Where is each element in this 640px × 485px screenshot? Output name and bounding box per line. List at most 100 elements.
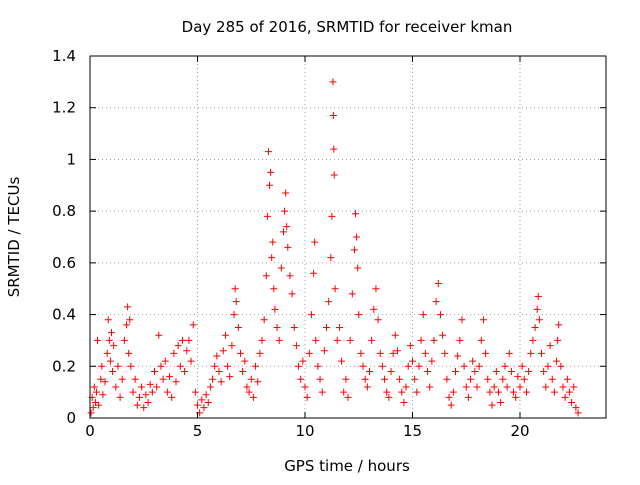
data-point — [352, 210, 360, 218]
data-point — [464, 393, 472, 401]
data-point — [116, 393, 124, 401]
data-point — [249, 393, 257, 401]
data-point — [354, 264, 362, 272]
data-point — [108, 329, 115, 337]
data-point — [269, 238, 277, 246]
data-point — [187, 357, 195, 365]
data-point — [266, 181, 274, 189]
data-point — [110, 342, 118, 350]
data-point — [447, 401, 455, 409]
data-point — [387, 367, 395, 375]
data-point — [381, 375, 389, 383]
data-point — [497, 398, 505, 406]
data-point — [546, 342, 554, 350]
data-point — [89, 404, 97, 412]
data-point — [144, 398, 152, 406]
data-point — [522, 388, 530, 396]
data-point — [372, 285, 380, 293]
data-point — [273, 324, 281, 331]
data-point — [325, 298, 333, 306]
data-point — [163, 388, 171, 396]
data-point — [344, 393, 352, 401]
data-point — [204, 398, 212, 406]
data-point — [398, 388, 406, 396]
data-point — [479, 316, 487, 324]
data-point — [239, 367, 247, 375]
data-point — [482, 349, 490, 357]
data-point — [421, 349, 429, 357]
data-point — [518, 362, 526, 370]
data-point — [94, 336, 102, 344]
data-point — [174, 342, 182, 350]
data-point — [396, 375, 404, 383]
data-point — [430, 336, 438, 344]
data-point — [230, 311, 238, 319]
data-point — [247, 375, 255, 383]
data-point — [330, 171, 338, 179]
data-point — [404, 362, 412, 370]
data-point — [565, 388, 573, 396]
data-point — [131, 375, 139, 383]
data-point — [329, 111, 337, 119]
data-point — [316, 375, 324, 383]
data-point — [234, 324, 242, 331]
data-point — [181, 367, 189, 375]
data-point — [275, 336, 283, 344]
data-point — [159, 375, 167, 383]
data-point — [185, 336, 193, 344]
data-point — [280, 228, 287, 236]
data-point — [368, 336, 376, 344]
data-point — [166, 373, 174, 381]
data-point — [328, 212, 336, 220]
data-point — [342, 375, 350, 383]
data-point — [106, 357, 114, 365]
data-point — [161, 357, 169, 365]
x-tick-labels: 0 5 10 15 20 — [85, 422, 529, 440]
data-point — [499, 375, 507, 383]
x-tick-label: 5 — [193, 422, 203, 440]
data-point — [503, 383, 511, 391]
data-point — [209, 375, 217, 383]
data-point — [202, 391, 210, 399]
data-point — [310, 269, 318, 277]
data-point — [241, 357, 249, 365]
data-point — [303, 393, 311, 401]
x-tick-label: 0 — [85, 422, 95, 440]
data-point — [295, 362, 303, 370]
data-point — [553, 357, 561, 365]
data-point — [258, 336, 266, 344]
data-point — [330, 145, 338, 153]
data-point — [311, 238, 319, 246]
data-point — [554, 336, 562, 344]
data-point — [198, 396, 206, 404]
data-point — [359, 362, 367, 370]
data-point — [157, 362, 165, 370]
data-point — [505, 349, 513, 357]
data-point — [109, 367, 117, 375]
data-point — [557, 362, 565, 370]
data-point — [213, 352, 221, 360]
data-point — [104, 316, 112, 324]
data-point — [297, 375, 305, 383]
data-point — [211, 362, 219, 370]
data-point — [87, 409, 95, 417]
data-point — [333, 336, 341, 344]
data-point — [277, 264, 285, 272]
data-point — [510, 388, 518, 396]
data-point — [449, 388, 457, 396]
data-point — [292, 342, 300, 350]
data-point — [323, 324, 330, 331]
data-point — [525, 367, 533, 375]
data-point — [263, 212, 271, 220]
data-point — [533, 305, 541, 313]
data-point — [125, 349, 133, 357]
data-point — [307, 311, 315, 319]
data-point — [484, 375, 492, 383]
data-point — [284, 243, 292, 251]
data-point — [135, 393, 143, 401]
data-point — [282, 189, 290, 197]
data-point — [271, 305, 279, 313]
data-point — [411, 375, 419, 383]
data-point — [194, 401, 201, 409]
data-point — [95, 401, 103, 409]
